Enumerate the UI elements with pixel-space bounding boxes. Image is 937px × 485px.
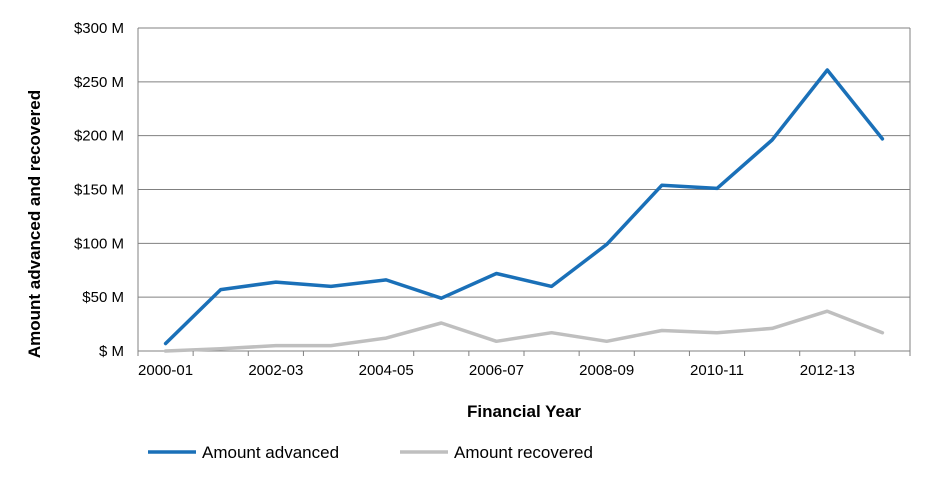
x-tick-label: 2006-07 — [469, 362, 524, 379]
series-line-amount-recovered — [163, 309, 885, 353]
y-tick-label: $200 M — [74, 128, 124, 145]
legend-label: Amount recovered — [454, 443, 593, 462]
x-tick-label: 2004-05 — [359, 362, 414, 379]
x-tick-label: 2012-13 — [800, 362, 855, 379]
y-axis-title: Amount advanced and recovered — [25, 90, 44, 358]
series-lines — [163, 68, 885, 353]
y-tick-label: $50 M — [82, 289, 124, 306]
x-tick-label: 2008-09 — [579, 362, 634, 379]
x-axis-ticks: 2000-01 2002-03 2004-05 2006-07 2008-09 2010-… — [137, 351, 911, 379]
legend-label: Amount advanced — [202, 443, 339, 462]
y-axis-ticks: $ M $50 M $100 M $150 M $200 M $250 M $300 M — [74, 20, 124, 360]
y-tick-label: $250 M — [74, 74, 124, 91]
y-tick-label: $300 M — [74, 20, 124, 37]
y-tick-label: $150 M — [74, 182, 124, 199]
series-line-amount-advanced — [163, 68, 885, 346]
x-tick-label: 2000-01 — [138, 362, 193, 379]
x-tick-label: 2002-03 — [248, 362, 303, 379]
gridlines — [137, 27, 911, 352]
x-axis-title: Financial Year — [467, 402, 581, 421]
x-tick-label: 2010-11 — [690, 362, 744, 379]
y-tick-label: $100 M — [74, 235, 124, 252]
legend: Amount advanced Amount recovered — [148, 443, 593, 462]
y-tick-label: $ M — [99, 343, 124, 360]
